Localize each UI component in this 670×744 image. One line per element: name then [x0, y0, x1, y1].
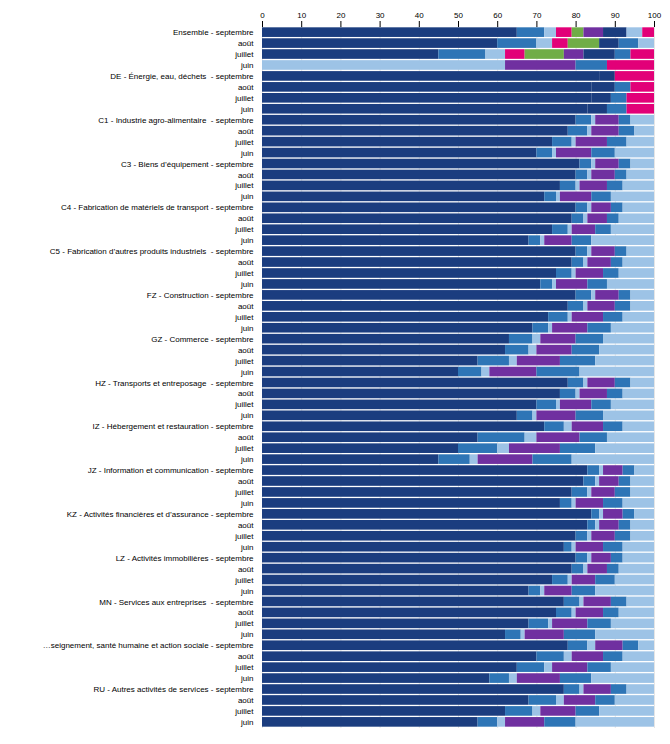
svg-text:RU - Autres activités de servi: RU - Autres activités de services - sept…	[93, 685, 254, 694]
svg-text:août: août	[238, 214, 254, 223]
svg-text:juillet: juillet	[234, 313, 254, 322]
svg-text:août: août	[238, 608, 254, 617]
svg-text:juillet: juillet	[234, 444, 254, 453]
svg-text:30: 30	[376, 11, 385, 20]
svg-text:juillet: juillet	[234, 663, 254, 672]
svg-text:C4 - Fabrication de matériels: C4 - Fabrication de matériels de transpo…	[61, 203, 254, 212]
svg-text:C5 - Fabrication d’autres prod: C5 - Fabrication d’autres produits indus…	[50, 247, 254, 256]
svg-text:juillet: juillet	[234, 181, 254, 190]
svg-text:juin: juin	[240, 324, 253, 333]
svg-text:août: août	[238, 389, 254, 398]
svg-text:juillet: juillet	[234, 50, 254, 59]
svg-text:juin: juin	[240, 499, 253, 508]
svg-text:50: 50	[454, 11, 463, 20]
svg-text:août: août	[238, 696, 254, 705]
svg-text:HZ - Transports et entreposage: HZ - Transports et entreposage - septemb…	[95, 379, 254, 388]
svg-text:août: août	[238, 127, 254, 136]
svg-text:40: 40	[415, 11, 424, 20]
svg-text:juin: juin	[240, 280, 253, 289]
svg-text:juin: juin	[240, 61, 253, 70]
svg-text:IZ - Hébergement et restaurati: IZ - Hébergement et restauration - septe…	[93, 422, 255, 431]
svg-text:août: août	[238, 565, 254, 574]
svg-text:60: 60	[493, 11, 502, 20]
svg-text:C3 - Biens d’équipement - sept: C3 - Biens d’équipement - septembre	[121, 160, 254, 169]
svg-text:juin: juin	[240, 630, 253, 639]
svg-text:juillet: juillet	[234, 576, 254, 585]
svg-text:juin: juin	[240, 368, 253, 377]
svg-text:juillet: juillet	[234, 532, 254, 541]
svg-text:juillet: juillet	[234, 357, 254, 366]
svg-text:juin: juin	[240, 105, 253, 114]
svg-text:août: août	[238, 652, 254, 661]
svg-text:juin: juin	[240, 718, 253, 727]
svg-text:FZ - Construction - septembre: FZ - Construction - septembre	[147, 291, 254, 300]
svg-text:Ensemble - septembre: Ensemble - septembre	[173, 28, 254, 37]
svg-text:août: août	[238, 477, 254, 486]
svg-text:80: 80	[572, 11, 581, 20]
svg-text:août: août	[238, 171, 254, 180]
svg-text:100: 100	[648, 11, 662, 20]
svg-text:août: août	[238, 83, 254, 92]
svg-text:juillet: juillet	[234, 619, 254, 628]
svg-text:juillet: juillet	[234, 138, 254, 147]
svg-text:…seignement, santé humaine et: …seignement, santé humaine et action soc…	[43, 641, 254, 650]
svg-text:KZ - Activités financières et: KZ - Activités financières et d’assuranc…	[67, 510, 254, 519]
svg-text:juin: juin	[240, 674, 253, 683]
svg-text:août: août	[238, 346, 254, 355]
svg-text:JZ - Information et communicat: JZ - Information et communication - sept…	[88, 466, 254, 475]
svg-text:10: 10	[297, 11, 306, 20]
svg-text:juin: juin	[240, 587, 253, 596]
svg-text:GZ - Commerce - septembre: GZ - Commerce - septembre	[151, 335, 254, 344]
svg-text:juin: juin	[240, 455, 253, 464]
svg-text:juin: juin	[240, 411, 253, 420]
svg-text:juin: juin	[240, 192, 253, 201]
svg-text:juillet: juillet	[234, 269, 254, 278]
svg-text:août: août	[238, 521, 254, 530]
svg-text:juillet: juillet	[234, 400, 254, 409]
svg-text:juillet: juillet	[234, 707, 254, 716]
svg-text:MN - Services aux entreprises: MN - Services aux entreprises - septembr…	[99, 597, 254, 606]
svg-text:juin: juin	[240, 236, 253, 245]
svg-text:LZ - Activités immobilières -: LZ - Activités immobilières - septembre	[116, 554, 254, 563]
svg-text:20: 20	[336, 11, 345, 20]
svg-text:août: août	[238, 258, 254, 267]
svg-text:août: août	[238, 39, 254, 48]
svg-text:70: 70	[532, 11, 541, 20]
svg-text:août: août	[238, 433, 254, 442]
svg-text:90: 90	[611, 11, 620, 20]
svg-text:C1 - Industrie agro-alimentair: C1 - Industrie agro-alimentaire - septem…	[98, 116, 254, 125]
svg-text:juin: juin	[240, 543, 253, 552]
svg-text:0: 0	[260, 11, 265, 20]
svg-text:DE - Énergie, eau, déchets -: DE - Énergie, eau, déchets - septembre	[110, 72, 254, 81]
svg-text:juillet: juillet	[234, 94, 254, 103]
svg-text:juillet: juillet	[234, 225, 254, 234]
svg-text:juillet: juillet	[234, 488, 254, 497]
svg-text:juin: juin	[240, 149, 253, 158]
svg-text:août: août	[238, 302, 254, 311]
